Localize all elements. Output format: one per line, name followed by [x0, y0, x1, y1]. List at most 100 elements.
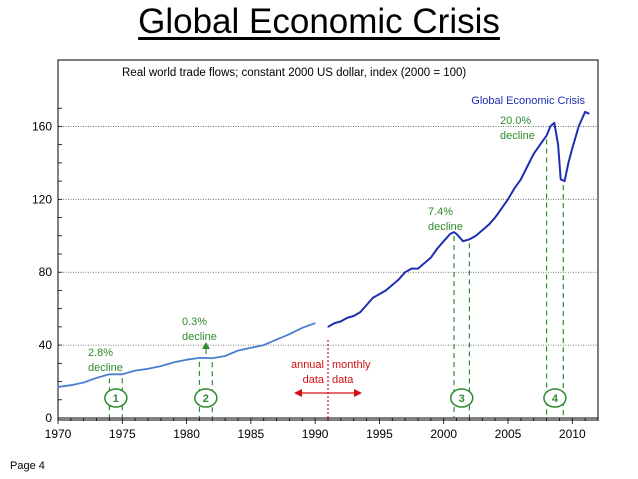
y-tick-label: 120 [32, 192, 52, 206]
data-point-monthly [507, 198, 509, 200]
x-tick-label: 2010 [559, 427, 586, 441]
data-point-annual [224, 355, 226, 357]
data-point-monthly [436, 247, 438, 250]
data-point-annual [95, 377, 98, 379]
data-point-monthly [365, 304, 368, 306]
data-point-annual [160, 365, 162, 367]
data-point-monthly [462, 240, 464, 242]
x-tick-label: 1985 [238, 427, 265, 441]
data-point-annual [108, 373, 111, 375]
data-point-monthly [584, 111, 586, 113]
data-point-annual [288, 333, 291, 335]
data-point-annual [173, 361, 175, 364]
data-point-monthly [545, 134, 548, 137]
data-point-annual [263, 344, 265, 346]
annotation-4-pct: 20.0% [500, 115, 531, 127]
data-point-monthly [557, 144, 559, 146]
data-point-annual [211, 357, 213, 359]
data-point-monthly [494, 216, 496, 219]
data-point-monthly [398, 278, 400, 281]
annotation-3-circle [449, 388, 474, 408]
data-point-annual [198, 357, 201, 359]
data-point-monthly [567, 162, 570, 164]
data-point-monthly [549, 125, 552, 128]
y-tick-label: 80 [39, 265, 53, 279]
data-point-monthly [588, 113, 590, 115]
data-point-annual [147, 368, 149, 370]
data-point-monthly [423, 262, 426, 264]
data-point-monthly [520, 178, 522, 180]
x-tick-label: 1995 [366, 427, 393, 441]
annotation-3-number: 3 [459, 393, 465, 405]
annotation-4-circle [543, 388, 567, 408]
data-point-annual [185, 359, 188, 361]
legend-label: Global Economic Crisis [471, 95, 585, 107]
divider-left-label: data [303, 374, 325, 386]
chart-title: Real world trade flows; constant 2000 US… [122, 67, 466, 79]
data-point-annual [134, 370, 136, 372]
data-point-monthly [449, 233, 451, 235]
annotation-1-pct: 2.8% [88, 347, 113, 359]
series-line-monthly [327, 110, 590, 328]
data-point-monthly [372, 297, 374, 299]
page-number: Page 4 [10, 460, 45, 472]
data-point-monthly [475, 235, 477, 237]
data-point-annual [83, 381, 85, 384]
data-point-monthly [443, 240, 445, 242]
data-point-monthly [455, 233, 458, 235]
annotation-3-pct: 7.4% [428, 206, 453, 218]
annotation-4-decline: decline [500, 130, 535, 142]
data-point-monthly [533, 153, 535, 155]
divider-arrow-right-head [354, 389, 362, 397]
data-point-annual [301, 327, 303, 329]
data-point-monthly [578, 125, 580, 128]
data-point-monthly [327, 326, 329, 328]
x-tick-label: 1980 [173, 427, 200, 441]
slide-title: Global Economic Crisis [138, 2, 500, 41]
x-tick-label: 1990 [302, 427, 329, 441]
annotation-2-arrowhead [202, 342, 210, 349]
data-point-monthly [417, 267, 419, 270]
axes: 0 40 80 120 160 1970 1975 1980 1985 1990 1995 2000 2… [32, 107, 599, 441]
data-point-monthly [340, 320, 342, 323]
data-point-annual [57, 386, 59, 388]
data-point-monthly [526, 165, 528, 168]
data-point-monthly [410, 267, 413, 270]
annotation-2-pct: 0.3% [182, 316, 207, 328]
annotation-1-number: 1 [113, 393, 119, 405]
annotations: 1 2.8% decline 2 0.3% decline 3 7.4% decline 4 20.… [88, 115, 567, 418]
data-point-monthly [333, 322, 336, 324]
y-tick-label: 40 [39, 338, 53, 352]
divider-left-label: annual [291, 359, 324, 371]
data-point-monthly [404, 271, 406, 273]
data-point-monthly [385, 289, 387, 292]
data-point-monthly [391, 284, 393, 286]
y-tick-label: 0 [45, 411, 52, 425]
data-point-monthly [513, 187, 516, 189]
x-tick-label: 1975 [109, 427, 136, 441]
data-point-annual [275, 339, 278, 341]
data-point-monthly [346, 317, 348, 319]
data-point-annual [121, 373, 123, 375]
data-point-monthly [378, 293, 381, 295]
divider-right-label: monthly [332, 359, 371, 371]
data-point-monthly [453, 231, 455, 233]
data-point-annual [250, 347, 252, 349]
data-point-monthly [359, 311, 361, 313]
annotation-1-decline: decline [88, 362, 123, 374]
x-tick-label: 2005 [495, 427, 522, 441]
data-point-monthly [481, 229, 483, 231]
annotation-3-decline: decline [428, 221, 463, 233]
data-point-monthly [560, 178, 562, 180]
annotation-1-circle [104, 388, 128, 408]
data-point-monthly [430, 257, 432, 259]
annotation-2-decline: decline [182, 331, 217, 343]
series [57, 110, 590, 388]
annotation-4-number: 4 [552, 393, 559, 405]
y-tick-label: 160 [32, 119, 52, 133]
x-tick-label: 1970 [45, 427, 72, 441]
divider-right-label: data [332, 374, 354, 386]
data-point-monthly [468, 238, 471, 241]
data-point-monthly [500, 207, 503, 210]
